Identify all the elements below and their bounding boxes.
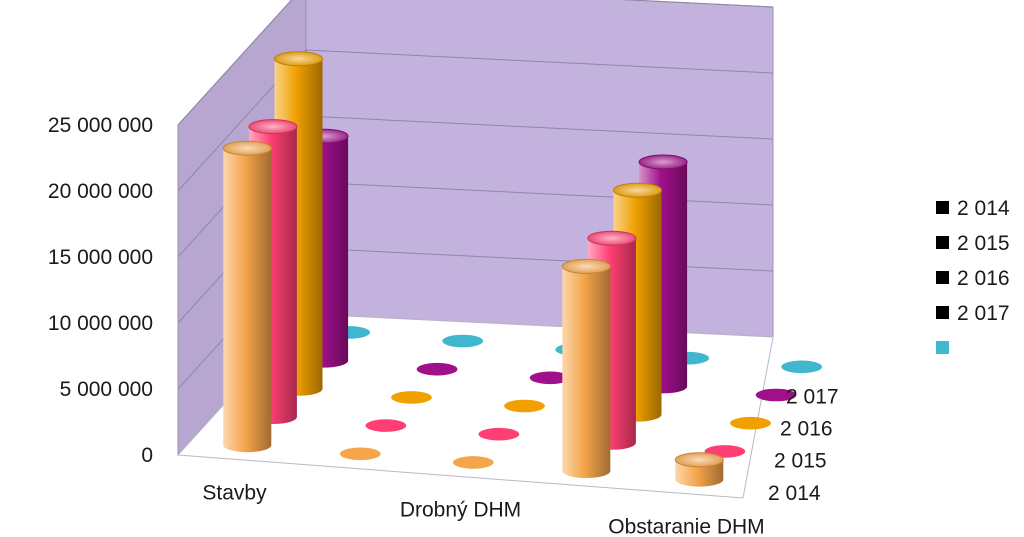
legend-entry: 2 017 (957, 302, 1010, 325)
bar-top (638, 154, 688, 170)
bar (442, 334, 484, 348)
depth-label: 2 014 (768, 482, 821, 505)
legend-entry: 2 015 (957, 232, 1010, 255)
chart-bars (222, 51, 823, 487)
bar-base (365, 419, 407, 432)
legend: 2 014 2 015 2 016 2 017 (936, 197, 1010, 354)
bar-top (613, 182, 662, 198)
bar-body (223, 148, 272, 453)
bar (365, 419, 407, 432)
bar-base (529, 371, 571, 385)
bar (781, 360, 823, 374)
bar (730, 416, 771, 430)
bar-body (562, 266, 611, 479)
bar-base (442, 334, 484, 348)
depth-label: 2 015 (774, 450, 827, 473)
bar-base (755, 388, 797, 402)
bar (504, 399, 545, 413)
chart-labels: 0 5 000 000 10 000 000 15 000 000 20 000 000… (48, 114, 839, 537)
bar-top (587, 230, 637, 246)
legend-swatch (936, 306, 949, 319)
bar-base (478, 427, 520, 441)
gridline (177, 49, 774, 192)
back-wall (305, 0, 774, 338)
y-tick-label: 25 000 000 (48, 114, 153, 137)
legend-swatch (936, 201, 949, 214)
bar-base (416, 362, 458, 376)
bar (416, 362, 458, 376)
bar-base (781, 360, 823, 374)
bar-top (561, 258, 611, 274)
bar (339, 447, 381, 461)
legend-swatch (936, 236, 949, 249)
bar (529, 371, 571, 385)
bar-top (674, 452, 724, 468)
bar (561, 258, 611, 479)
legend-entry: 2 014 (957, 197, 1010, 220)
y-tick-label: 15 000 000 (48, 246, 153, 269)
bar-top (274, 51, 323, 67)
y-tick-label: 20 000 000 (48, 180, 153, 203)
bar-base (391, 391, 432, 404)
bar-base (339, 447, 381, 461)
depth-label: 2 016 (780, 418, 833, 441)
legend-swatch (936, 271, 949, 284)
bar-top (248, 119, 298, 135)
bar (222, 140, 272, 453)
y-tick-label: 5 000 000 (60, 378, 153, 401)
bar (755, 388, 797, 402)
gridline (177, 0, 774, 126)
bar (391, 391, 432, 404)
category-label: Stavby (202, 481, 267, 504)
bar (452, 456, 494, 469)
bar-body (675, 459, 724, 487)
legend-entry: 2 016 (957, 267, 1010, 290)
bar-base (730, 416, 771, 430)
category-label: Drobný DHM (400, 499, 521, 522)
bar-base (452, 456, 494, 469)
bar (478, 427, 520, 441)
bar-base (504, 399, 545, 413)
legend-swatch (936, 341, 949, 354)
y-tick-label: 10 000 000 (48, 312, 153, 335)
bar (674, 452, 724, 487)
category-label: Obstaranie DHM (608, 516, 764, 537)
bar-top (222, 140, 272, 156)
depth-label: 2 017 (786, 385, 839, 408)
y-tick-label: 0 (141, 444, 153, 467)
